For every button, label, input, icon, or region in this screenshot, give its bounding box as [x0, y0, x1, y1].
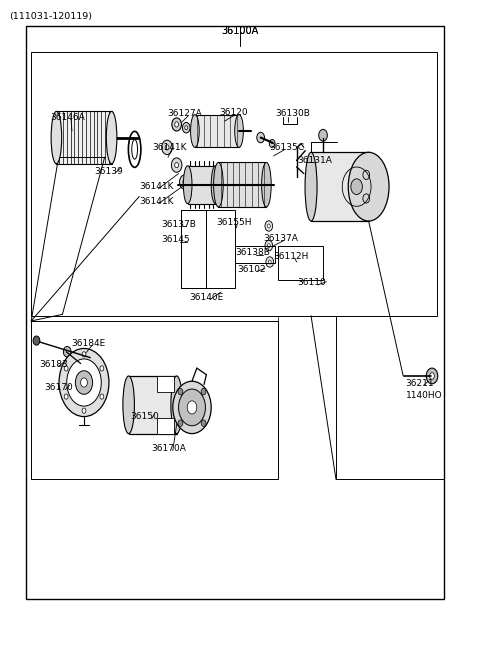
Text: 36145: 36145: [161, 235, 190, 244]
Circle shape: [75, 371, 93, 394]
Text: 36102: 36102: [237, 265, 266, 274]
Circle shape: [183, 179, 187, 185]
Bar: [157, 376, 174, 392]
Bar: [181, 210, 206, 288]
Bar: [235, 246, 275, 263]
Circle shape: [257, 132, 264, 143]
Circle shape: [178, 420, 183, 426]
Circle shape: [269, 140, 275, 147]
Text: 36137B: 36137B: [161, 219, 196, 229]
Text: 36137A: 36137A: [263, 234, 298, 243]
Circle shape: [319, 130, 327, 141]
Circle shape: [162, 140, 172, 155]
Circle shape: [267, 224, 270, 228]
Circle shape: [178, 388, 183, 395]
Ellipse shape: [191, 115, 199, 147]
Circle shape: [173, 381, 211, 434]
Bar: [195, 115, 239, 147]
Ellipse shape: [262, 162, 271, 207]
Bar: [181, 210, 235, 288]
Text: 36184E: 36184E: [71, 339, 105, 348]
Circle shape: [100, 365, 104, 371]
Circle shape: [426, 368, 438, 384]
Text: 36155H: 36155H: [216, 218, 252, 227]
Ellipse shape: [106, 111, 117, 164]
Text: 36146A: 36146A: [50, 113, 85, 122]
Text: 36141K: 36141K: [139, 197, 174, 206]
Circle shape: [265, 240, 273, 251]
Circle shape: [180, 175, 190, 189]
Circle shape: [175, 162, 179, 168]
Circle shape: [172, 118, 181, 131]
Ellipse shape: [214, 162, 223, 207]
Circle shape: [187, 401, 197, 414]
Ellipse shape: [235, 115, 243, 147]
Circle shape: [64, 394, 68, 400]
Circle shape: [64, 365, 68, 371]
Ellipse shape: [348, 152, 389, 221]
Ellipse shape: [51, 111, 61, 164]
Circle shape: [185, 126, 188, 130]
Text: 36211: 36211: [406, 379, 434, 388]
Circle shape: [265, 221, 273, 231]
Ellipse shape: [183, 166, 192, 204]
Circle shape: [175, 122, 179, 127]
Circle shape: [90, 356, 94, 362]
Circle shape: [267, 244, 270, 248]
Text: 36135C: 36135C: [269, 143, 304, 152]
Text: (111031-120119): (111031-120119): [9, 12, 92, 21]
Circle shape: [59, 348, 109, 417]
Circle shape: [179, 389, 205, 426]
Text: 36110: 36110: [298, 278, 326, 288]
Ellipse shape: [132, 140, 137, 159]
Bar: [157, 418, 174, 434]
Ellipse shape: [305, 152, 317, 221]
Circle shape: [100, 394, 104, 400]
Circle shape: [201, 388, 206, 395]
Circle shape: [63, 346, 71, 357]
Circle shape: [67, 359, 101, 406]
Ellipse shape: [211, 166, 220, 204]
Circle shape: [33, 336, 40, 345]
Circle shape: [351, 179, 362, 195]
Ellipse shape: [123, 376, 134, 434]
Text: 36100A: 36100A: [221, 26, 259, 37]
Text: 36183: 36183: [39, 360, 68, 369]
Text: 36150: 36150: [131, 412, 159, 421]
Circle shape: [266, 257, 274, 267]
Text: 36139: 36139: [94, 167, 123, 176]
Text: 36131A: 36131A: [298, 156, 333, 165]
Bar: [311, 153, 369, 221]
Text: 1140HO: 1140HO: [406, 391, 442, 400]
Circle shape: [165, 145, 169, 150]
Bar: [278, 246, 323, 280]
Circle shape: [82, 408, 86, 413]
Circle shape: [81, 378, 87, 387]
Circle shape: [268, 260, 271, 264]
Bar: [129, 376, 177, 434]
Bar: [31, 321, 278, 479]
Text: 36170A: 36170A: [152, 444, 187, 453]
Bar: [31, 52, 437, 316]
Text: 36170: 36170: [44, 383, 73, 392]
Text: 36138B: 36138B: [235, 248, 270, 257]
Text: 36127A: 36127A: [167, 109, 202, 119]
Text: 36140E: 36140E: [189, 293, 223, 302]
Text: 36141K: 36141K: [153, 143, 187, 152]
Text: 36100A: 36100A: [221, 26, 259, 37]
Circle shape: [171, 158, 182, 172]
Text: 36130B: 36130B: [276, 109, 311, 119]
Bar: [188, 166, 216, 204]
Circle shape: [201, 420, 206, 426]
Text: 36112H: 36112H: [274, 252, 309, 261]
Text: 36141K: 36141K: [139, 182, 174, 191]
Bar: [57, 111, 111, 164]
Circle shape: [82, 352, 86, 357]
Circle shape: [430, 373, 434, 379]
Bar: [26, 26, 444, 599]
Bar: [218, 162, 266, 207]
Circle shape: [182, 122, 190, 133]
Text: 36120: 36120: [219, 108, 248, 117]
Ellipse shape: [171, 376, 182, 434]
